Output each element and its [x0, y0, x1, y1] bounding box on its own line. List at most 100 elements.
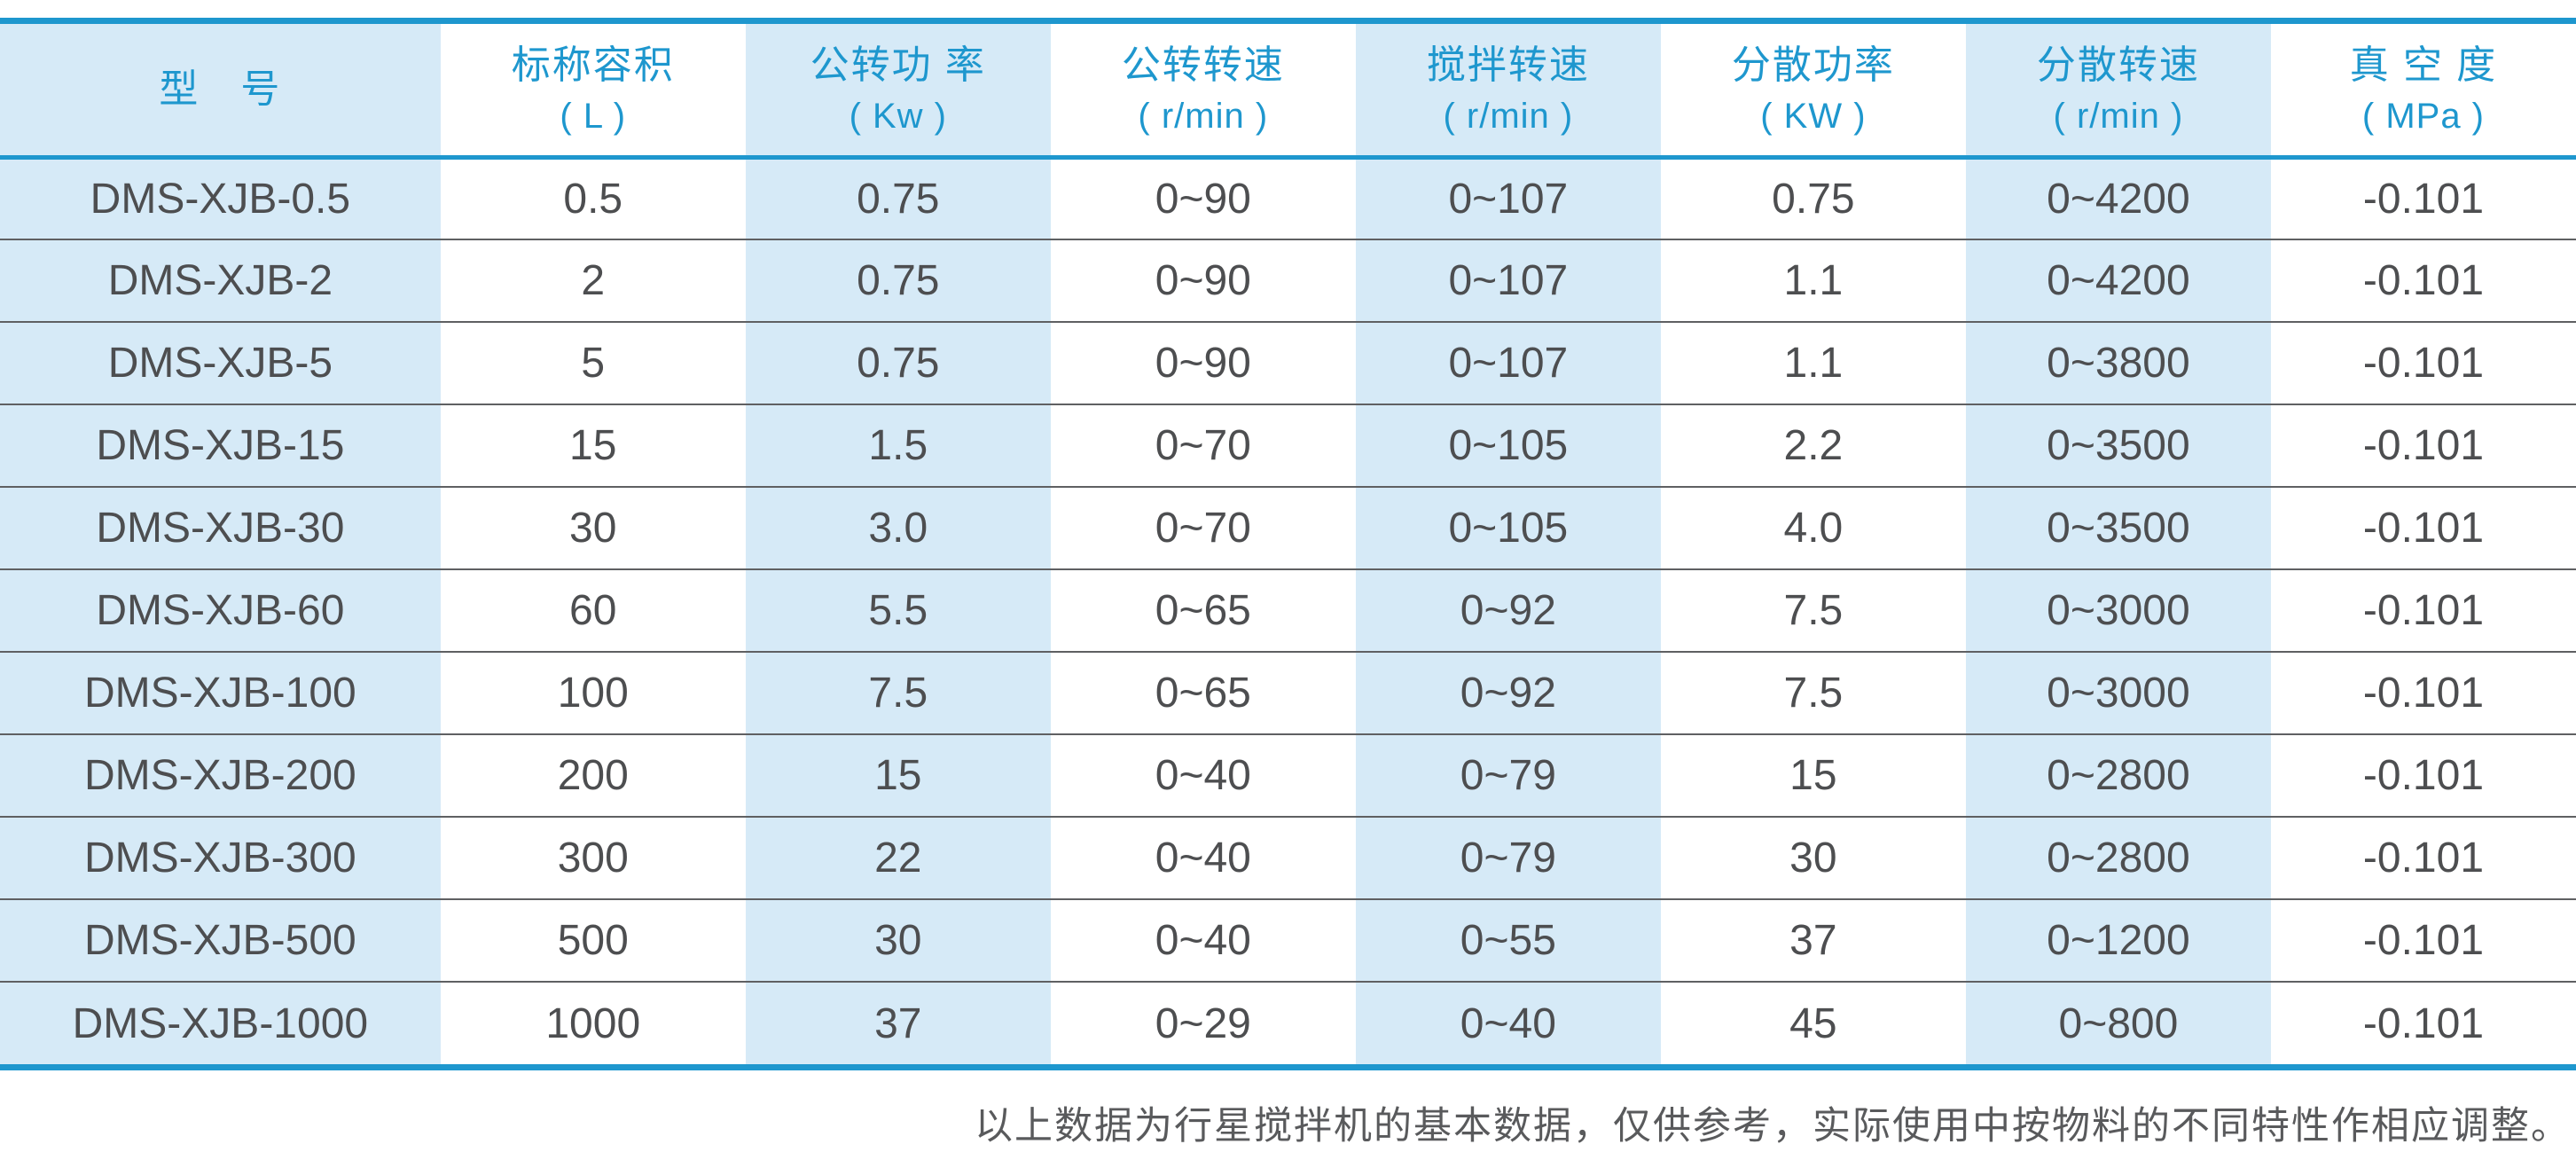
value-cell: 0~107	[1355, 157, 1661, 239]
value-cell: 0~107	[1355, 239, 1661, 322]
value-cell: 0~40	[1050, 734, 1356, 817]
value-cell: 0~3000	[1965, 569, 2271, 652]
value-cell: 7.5	[1660, 569, 1966, 652]
value-cell: 0~3000	[1965, 652, 2271, 734]
value-cell: 0~79	[1355, 817, 1661, 899]
value-cell: 0~105	[1355, 487, 1661, 569]
value-cell: 0~4200	[1965, 239, 2271, 322]
column-unit: ( r/min )	[1138, 96, 1269, 136]
value-cell: -0.101	[2270, 157, 2576, 239]
value-cell: 0.75	[745, 322, 1051, 404]
table-body: DMS-XJB-0.5 0.5 0.75 0~90 0~107 0.75 0~4200 -0.…	[0, 157, 2576, 1064]
value-cell: 22	[745, 817, 1051, 899]
value-cell: 0~70	[1050, 487, 1356, 569]
value-cell: -0.101	[2270, 817, 2576, 899]
value-cell: 0~90	[1050, 157, 1356, 239]
value-cell: 0~3500	[1965, 404, 2271, 487]
value-cell: 0~107	[1355, 322, 1661, 404]
table-head: 型 号标称容积( L ) 公转功 率( Kw ) 公转转速( r/min ) 搅拌转速…	[0, 24, 2576, 160]
value-cell: 0~2800	[1965, 817, 2271, 899]
value-cell: 0~40	[1050, 817, 1356, 899]
value-cell: 0~90	[1050, 322, 1356, 404]
value-cell: 0~65	[1050, 652, 1356, 734]
planetary-mixer-spec-table: 型 号标称容积( L ) 公转功 率( Kw ) 公转转速( r/min ) 搅拌转速…	[0, 24, 2576, 1064]
value-cell: 0~70	[1050, 404, 1356, 487]
value-cell: 0.75	[1660, 157, 1966, 239]
value-cell: 5	[440, 322, 746, 404]
table-row: DMS-XJB-200 200 15 0~40 0~79 15 0~2800 -0.101	[0, 734, 2576, 817]
column-header-dispersing-speed: 分散转速 ( r/min )	[1965, 24, 2271, 160]
value-cell: 30	[1660, 817, 1966, 899]
table-row: DMS-XJB-300 300 22 0~40 0~79 30 0~2800 -0.101	[0, 817, 2576, 899]
value-cell: 0~40	[1050, 899, 1356, 982]
table-row: DMS-XJB-15 15 1.5 0~70 0~105 2.2 0~3500 -0.101	[0, 404, 2576, 487]
column-unit: ( Kw )	[849, 96, 947, 136]
value-cell: 4.0	[1660, 487, 1966, 569]
column-unit: ( r/min )	[2053, 96, 2184, 136]
column-label: 搅拌转速	[1426, 43, 1590, 87]
column-header-revolution-speed: 公转转速 ( r/min )	[1050, 24, 1356, 160]
value-cell: 30	[745, 899, 1051, 982]
value-cell: -0.101	[2270, 734, 2576, 817]
value-cell: 200	[440, 734, 746, 817]
value-cell: -0.101	[2270, 899, 2576, 982]
value-cell: 100	[440, 652, 746, 734]
value-cell: 37	[1660, 899, 1966, 982]
value-cell: 15	[440, 404, 746, 487]
column-label: 分散功率	[1731, 43, 1895, 87]
footer-note: 以上数据为行星搅拌机的基本数据，仅供参考，实际使用中按物料的不同特性作相应调整。	[975, 1104, 2571, 1148]
value-cell: -0.101	[2270, 239, 2576, 322]
column-header-nominal-capacity: 标称容积 ( L )	[440, 24, 746, 160]
value-cell: 7.5	[745, 652, 1051, 734]
value-cell: 3.0	[745, 487, 1051, 569]
column-label: 公转功 率	[810, 43, 986, 87]
model-cell: DMS-XJB-300	[0, 817, 441, 899]
model-cell: DMS-XJB-1000	[0, 982, 441, 1064]
value-cell: 1000	[440, 982, 746, 1064]
column-unit: ( MPa )	[2361, 96, 2486, 136]
value-cell: 2.2	[1660, 404, 1966, 487]
model-cell: DMS-XJB-100	[0, 652, 441, 734]
value-cell: 0~3500	[1965, 487, 2271, 569]
table-row: DMS-XJB-1000 1000 37 0~29 0~40 45 0~800 -0.101	[0, 982, 2576, 1064]
model-cell: DMS-XJB-200	[0, 734, 441, 817]
value-cell: 2	[440, 239, 746, 322]
model-cell: DMS-XJB-60	[0, 569, 441, 652]
table-row: DMS-XJB-500 500 30 0~40 0~55 37 0~1200 -0.101	[0, 899, 2576, 982]
model-cell: DMS-XJB-500	[0, 899, 441, 982]
value-cell: 60	[440, 569, 746, 652]
value-cell: 0.5	[440, 157, 746, 239]
value-cell: -0.101	[2270, 569, 2576, 652]
value-cell: 0~79	[1355, 734, 1661, 817]
column-unit: ( L )	[560, 96, 627, 136]
column-label: 公转转速	[1121, 43, 1285, 87]
value-cell: 0~92	[1355, 569, 1661, 652]
column-header-dispersing-power: 分散功率 ( KW )	[1660, 24, 1966, 160]
model-cell: DMS-XJB-15	[0, 404, 441, 487]
model-cell: DMS-XJB-2	[0, 239, 441, 322]
value-cell: 1.1	[1660, 239, 1966, 322]
value-cell: 0~105	[1355, 404, 1661, 487]
value-cell: 0.75	[745, 239, 1051, 322]
column-header-stirring-speed: 搅拌转速 ( r/min )	[1355, 24, 1661, 160]
column-header-model: 型 号	[0, 24, 441, 160]
spec-table-container: 型 号标称容积( L ) 公转功 率( Kw ) 公转转速( r/min ) 搅拌转速…	[0, 18, 2576, 1070]
value-cell: 0~4200	[1965, 157, 2271, 239]
value-cell: -0.101	[2270, 404, 2576, 487]
column-label: 分散转速	[2036, 43, 2200, 87]
model-cell: DMS-XJB-0.5	[0, 157, 441, 239]
table-row: DMS-XJB-0.5 0.5 0.75 0~90 0~107 0.75 0~4200 -0.…	[0, 157, 2576, 239]
value-cell: 0~90	[1050, 239, 1356, 322]
value-cell: 15	[745, 734, 1051, 817]
value-cell: 0~92	[1355, 652, 1661, 734]
column-unit: ( KW )	[1760, 96, 1867, 136]
value-cell: 15	[1660, 734, 1966, 817]
value-cell: 0~40	[1355, 982, 1661, 1064]
column-unit: ( r/min )	[1443, 96, 1574, 136]
column-header-vacuum-degree: 真 空 度 ( MPa )	[2270, 24, 2576, 160]
column-label: 型 号	[159, 67, 282, 111]
value-cell: 1.1	[1660, 322, 1966, 404]
value-cell: 5.5	[745, 569, 1051, 652]
table-row: DMS-XJB-60 60 5.5 0~65 0~92 7.5 0~3000 -0.101	[0, 569, 2576, 652]
value-cell: -0.101	[2270, 322, 2576, 404]
